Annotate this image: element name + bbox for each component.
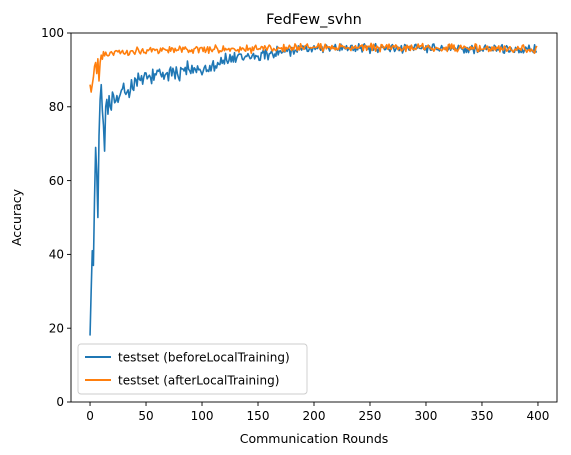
legend-label-after: testset (afterLocalTraining) xyxy=(118,374,279,388)
y-tick-label: 60 xyxy=(49,174,64,188)
y-tick-label: 40 xyxy=(49,248,64,262)
series-line-after xyxy=(89,42,538,93)
x-tick-label: 300 xyxy=(415,409,438,423)
plot-area xyxy=(71,33,557,402)
x-tick-label: 150 xyxy=(247,409,270,423)
series-layer xyxy=(89,42,538,336)
x-axis-ticks: 0 50 100 150 200 250 300 350 400 xyxy=(86,402,549,423)
y-tick-label: 20 xyxy=(49,321,64,335)
y-axis-ticks: 0 20 40 60 80 100 xyxy=(41,26,71,409)
x-axis-label: Communication Rounds xyxy=(240,431,389,446)
x-tick-label: 400 xyxy=(527,409,550,423)
legend: testset (beforeLocalTraining) testset (a… xyxy=(77,343,308,395)
y-tick-label: 80 xyxy=(49,100,64,114)
x-tick-label: 0 xyxy=(86,409,94,423)
y-tick-label: 100 xyxy=(41,26,64,40)
x-tick-label: 250 xyxy=(359,409,382,423)
y-axis-label: Accuracy xyxy=(9,188,24,246)
legend-label-before: testset (beforeLocalTraining) xyxy=(118,351,290,365)
x-tick-label: 100 xyxy=(191,409,214,423)
x-tick-label: 200 xyxy=(303,409,326,423)
y-tick-label: 0 xyxy=(56,395,64,409)
x-tick-label: 350 xyxy=(471,409,494,423)
x-tick-label: 50 xyxy=(138,409,153,423)
legend-box xyxy=(77,343,308,395)
chart-title: FedFew_svhn xyxy=(266,12,362,28)
